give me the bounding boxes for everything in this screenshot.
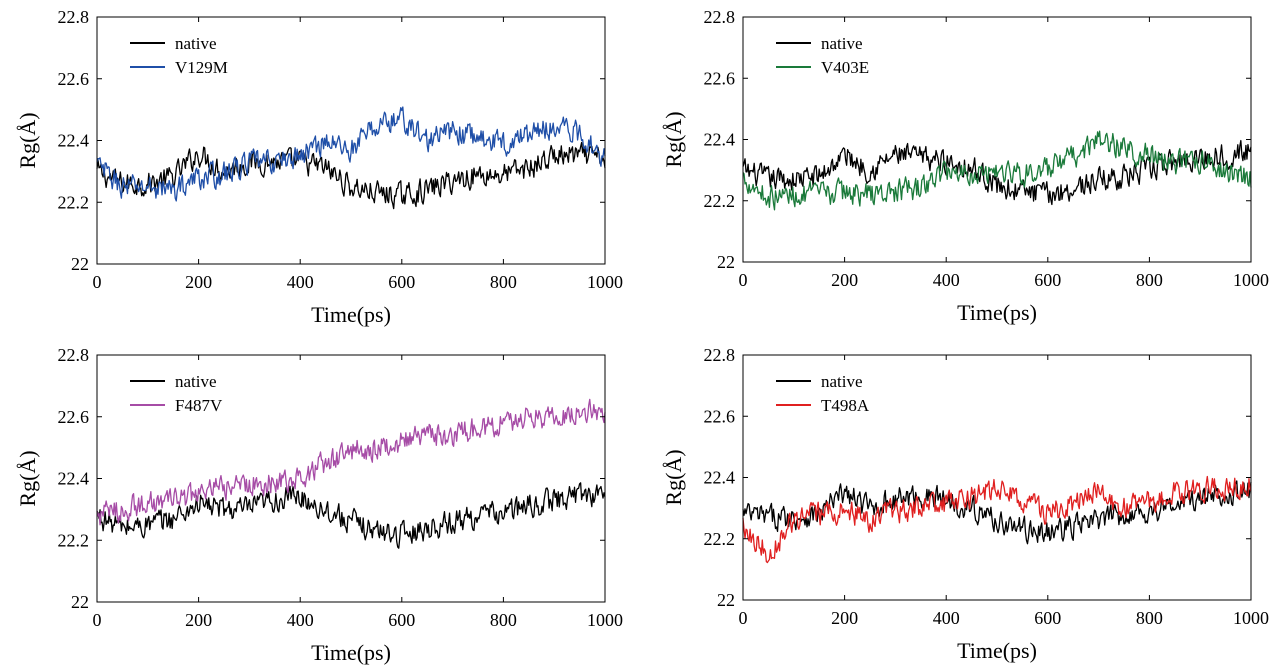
x-tick-label: 400 bbox=[933, 608, 960, 628]
series-line-t498a bbox=[742, 475, 1252, 564]
y-tick-label: 22.6 bbox=[58, 407, 90, 427]
x-tick-label: 200 bbox=[831, 608, 858, 628]
legend-label-f487v: F487V bbox=[175, 396, 223, 415]
series-line-v403e bbox=[742, 130, 1252, 211]
y-tick-label: 22.8 bbox=[58, 7, 90, 27]
y-tick-label: 22.4 bbox=[704, 130, 736, 150]
y-axis-title: Rg(Å) bbox=[15, 112, 40, 168]
series-line-native bbox=[96, 141, 606, 210]
plot-frame bbox=[742, 354, 1252, 601]
legend-label-v403e: V403E bbox=[821, 58, 869, 77]
y-tick-label: 22.8 bbox=[58, 345, 90, 365]
y-tick-label: 22 bbox=[717, 590, 735, 610]
y-tick-label: 22.8 bbox=[704, 345, 736, 365]
plot-frame bbox=[96, 354, 606, 603]
legend-label-native: native bbox=[175, 34, 217, 53]
x-axis-title: Time(ps) bbox=[957, 638, 1037, 663]
y-tick-label: 22.2 bbox=[704, 191, 736, 211]
y-tick-label: 22.6 bbox=[704, 406, 736, 426]
y-axis-title: Rg(Å) bbox=[661, 449, 686, 505]
legend-label-t498a: T498A bbox=[821, 396, 870, 415]
x-tick-label: 800 bbox=[1136, 608, 1163, 628]
x-tick-label: 400 bbox=[287, 610, 314, 630]
y-tick-label: 22 bbox=[71, 592, 89, 612]
legend: native V129M bbox=[130, 34, 228, 77]
legend: native V403E bbox=[776, 34, 869, 77]
x-tick-label: 800 bbox=[1136, 270, 1163, 290]
y-tick-label: 22.6 bbox=[58, 69, 90, 89]
x-axis-title: Time(ps) bbox=[957, 300, 1037, 325]
x-tick-label: 600 bbox=[388, 272, 415, 292]
x-tick-label: 0 bbox=[93, 272, 102, 292]
y-tick-label: 22.4 bbox=[704, 468, 736, 488]
x-tick-label: 1000 bbox=[1233, 270, 1269, 290]
y-tick-label: 22.2 bbox=[58, 530, 90, 550]
legend: native T498A bbox=[776, 372, 870, 415]
x-tick-label: 200 bbox=[831, 270, 858, 290]
x-tick-label: 800 bbox=[490, 610, 517, 630]
x-tick-label: 0 bbox=[739, 270, 748, 290]
y-tick-label: 22 bbox=[717, 252, 735, 272]
series-line-v129m bbox=[96, 106, 606, 202]
chart-panel-1: 0 200 400 600 800 1000 22 22.2 22.4 22.6 22.8 Time(… bbox=[15, 7, 623, 327]
x-tick-label: 200 bbox=[185, 610, 212, 630]
x-axis-title: Time(ps) bbox=[311, 302, 391, 327]
x-tick-label: 1000 bbox=[587, 610, 623, 630]
plot-frame bbox=[96, 16, 606, 265]
chart-panel-4: 0 200 400 600 800 1000 22 22.2 22.4 22.6 22.8 Time(… bbox=[661, 345, 1269, 663]
series-line-native bbox=[742, 139, 1252, 206]
x-tick-label: 1000 bbox=[1233, 608, 1269, 628]
chart-panel-2: 0 200 400 600 800 1000 22 22.2 22.4 22.6 22.8 Time(… bbox=[661, 7, 1269, 325]
x-tick-label: 400 bbox=[287, 272, 314, 292]
x-tick-label: 800 bbox=[490, 272, 517, 292]
y-axis-title: Rg(Å) bbox=[661, 111, 686, 167]
x-tick-label: 600 bbox=[1034, 608, 1061, 628]
x-tick-label: 400 bbox=[933, 270, 960, 290]
legend-label-native: native bbox=[821, 34, 863, 53]
series-line-native bbox=[96, 482, 606, 549]
series-line-f487v bbox=[96, 398, 606, 526]
legend: native F487V bbox=[130, 372, 223, 415]
x-axis-title: Time(ps) bbox=[311, 640, 391, 665]
y-tick-label: 22.6 bbox=[704, 68, 736, 88]
x-tick-label: 200 bbox=[185, 272, 212, 292]
x-tick-label: 600 bbox=[1034, 270, 1061, 290]
x-tick-label: 0 bbox=[739, 608, 748, 628]
chart-panel-3: 0 200 400 600 800 1000 22 22.2 22.4 22.6 22.8 Time(… bbox=[15, 345, 623, 665]
x-tick-label: 600 bbox=[388, 610, 415, 630]
x-tick-label: 0 bbox=[93, 610, 102, 630]
x-tick-label: 1000 bbox=[587, 272, 623, 292]
y-tick-label: 22.4 bbox=[58, 469, 90, 489]
y-tick-label: 22.2 bbox=[704, 529, 736, 549]
y-tick-label: 22.8 bbox=[704, 7, 736, 27]
legend-label-native: native bbox=[175, 372, 217, 391]
y-tick-label: 22 bbox=[71, 254, 89, 274]
y-tick-label: 22.4 bbox=[58, 131, 90, 151]
legend-label-v129m: V129M bbox=[175, 58, 228, 77]
y-tick-label: 22.2 bbox=[58, 192, 90, 212]
legend-label-native: native bbox=[821, 372, 863, 391]
y-axis-title: Rg(Å) bbox=[15, 450, 40, 506]
plot-frame bbox=[742, 16, 1252, 263]
